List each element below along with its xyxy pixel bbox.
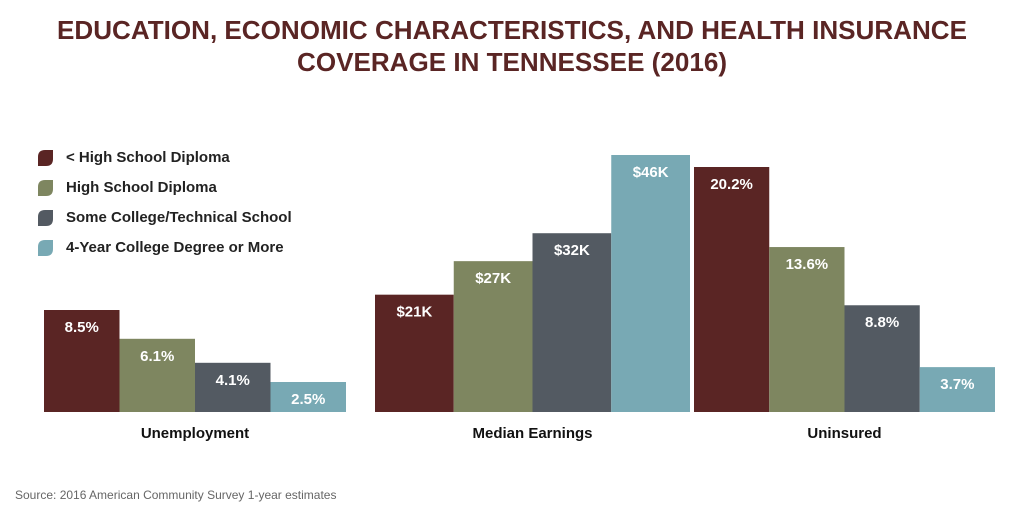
legend-swatch xyxy=(38,240,53,256)
legend-label: 4-Year College Degree or More xyxy=(66,239,284,256)
bar xyxy=(611,155,690,412)
chart-title: COVERAGE IN TENNESSEE (2016) xyxy=(297,47,727,77)
bar xyxy=(919,367,995,412)
x-tick-label: Unemployment xyxy=(141,425,249,442)
bar xyxy=(769,247,845,412)
x-tick-label: Uninsured xyxy=(807,425,881,442)
legend-swatch xyxy=(38,180,53,196)
data-label: $32K xyxy=(554,242,590,259)
chart-title: EDUCATION, ECONOMIC CHARACTERISTICS, AND… xyxy=(57,15,967,45)
source-note: Source: 2016 American Community Survey 1… xyxy=(15,488,336,502)
data-label: $27K xyxy=(475,270,511,287)
legend-label: High School Diploma xyxy=(66,179,217,196)
bar xyxy=(694,167,770,412)
data-label: 3.7% xyxy=(940,376,974,393)
data-label: 6.1% xyxy=(140,348,174,365)
legend-swatch xyxy=(38,150,53,166)
bar xyxy=(375,294,454,412)
bar xyxy=(195,362,271,412)
data-label: $21K xyxy=(396,304,432,321)
data-label: 8.5% xyxy=(65,319,99,336)
bar xyxy=(844,305,920,412)
data-label: 2.5% xyxy=(291,391,325,408)
data-label: 20.2% xyxy=(710,176,753,193)
data-label: $46K xyxy=(633,164,669,181)
legend-label: < High School Diploma xyxy=(66,149,230,166)
bar xyxy=(44,310,120,412)
bar xyxy=(119,338,195,412)
legend-label: Some College/Technical School xyxy=(66,209,292,226)
bar xyxy=(453,261,533,412)
x-tick-label: Median Earnings xyxy=(472,425,592,442)
data-label: 8.8% xyxy=(865,314,899,331)
legend-swatch xyxy=(38,210,53,226)
data-label: 13.6% xyxy=(786,256,829,273)
bar xyxy=(270,382,346,412)
data-label: 4.1% xyxy=(216,372,250,389)
bar xyxy=(532,233,612,412)
